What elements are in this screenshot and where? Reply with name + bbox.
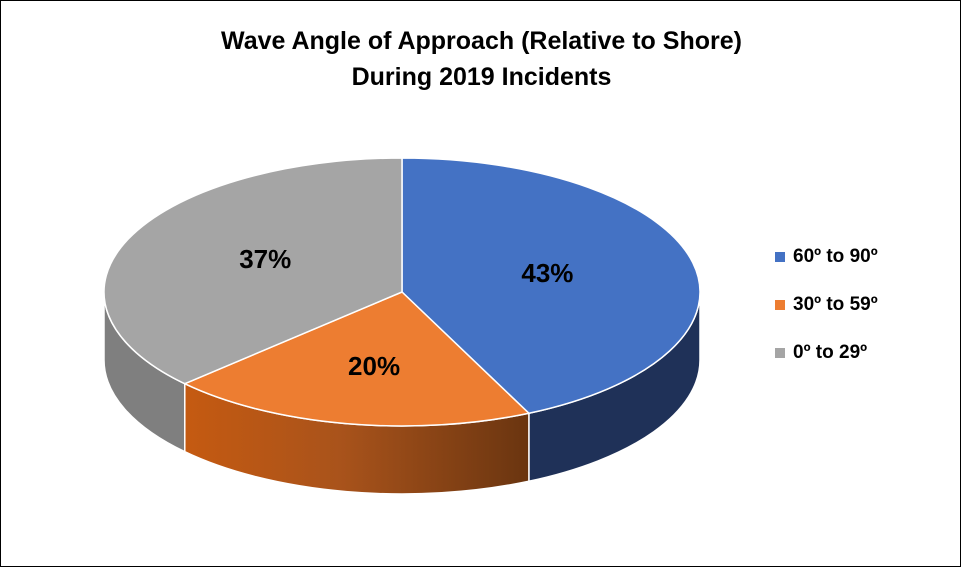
legend-item-0-29: 0º to 29º (775, 341, 878, 365)
chart-title: Wave Angle of Approach (Relative to Shor… (1, 23, 961, 95)
data-label-1: 20% (348, 351, 400, 381)
pie-slice-2 (103, 157, 403, 385)
chart-title-line1: Wave Angle of Approach (Relative to Shor… (221, 27, 742, 55)
pie-slices (103, 157, 701, 427)
legend-label-60-90: 60º to 90º (793, 246, 878, 267)
data-label-2: 37% (239, 244, 291, 274)
legend-swatch-60-90 (775, 252, 785, 262)
legend-label-0-29: 0º to 29º (793, 342, 868, 363)
legend-item-30-59: 30º to 59º (775, 293, 878, 317)
pie-slice-0 (401, 157, 701, 414)
legend-item-60-90: 60º to 90º (775, 245, 878, 269)
legend-label-30-59: 30º to 59º (793, 294, 878, 315)
data-label-0: 43% (521, 258, 573, 288)
pie-data-labels: 43% 20% 37% (239, 244, 573, 381)
legend: 60º to 90º 30º to 59º 0º to 29º (775, 245, 878, 389)
pie-slice-1 (184, 291, 530, 427)
chart-title-line2: During 2019 Incidents (351, 63, 612, 91)
legend-swatch-0-29 (775, 348, 785, 358)
legend-swatch-30-59 (775, 300, 785, 310)
